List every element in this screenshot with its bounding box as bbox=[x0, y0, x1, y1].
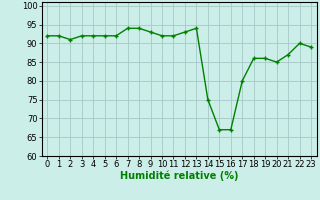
X-axis label: Humidité relative (%): Humidité relative (%) bbox=[120, 171, 238, 181]
